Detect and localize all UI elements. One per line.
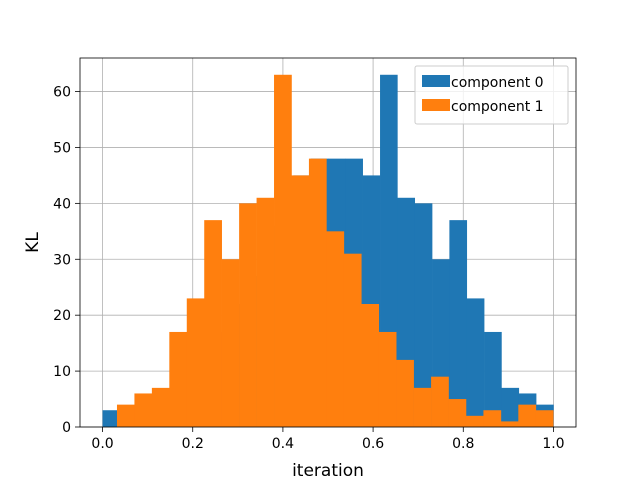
bar-component-1-bin-15 <box>378 331 397 427</box>
bar-component-1-bin-20 <box>465 415 484 427</box>
bar-component-1-bin-3 <box>169 331 188 427</box>
x-tick-label-1: 0.2 <box>182 436 204 452</box>
y-tick-label-0: 0 <box>62 420 71 436</box>
bar-component-1-bin-8 <box>256 197 275 427</box>
bar-component-1-bin-5 <box>204 220 222 427</box>
y-tick-label-4: 40 <box>53 196 71 212</box>
bar-component-1-bin-19 <box>448 399 467 427</box>
legend-label-component-0: component 0 <box>451 75 544 91</box>
x-tick-label-3: 0.6 <box>362 436 384 452</box>
bar-component-1-bin-1 <box>134 393 153 427</box>
bar-component-1-bin-9 <box>274 74 292 427</box>
x-axis-label: iteration <box>292 461 364 480</box>
legend-swatch-component-1 <box>422 99 450 111</box>
bar-component-0-bin-18 <box>414 203 433 427</box>
y-tick-label-2: 20 <box>53 308 71 324</box>
bar-component-1-bin-18 <box>431 376 449 427</box>
bar-component-1-bin-13 <box>343 253 362 427</box>
bar-component-1-bin-6 <box>221 259 240 427</box>
bar-component-1-bin-11 <box>308 158 327 428</box>
bar-component-1-bin-23 <box>518 404 537 427</box>
plot-frame <box>79 57 577 428</box>
bar-component-1-bin-21 <box>483 410 502 427</box>
bar-component-1-bin-17 <box>413 387 432 427</box>
bar-component-1-bin-16 <box>396 359 414 427</box>
bar-component-1-bin-10 <box>291 175 310 427</box>
x-tick-label-4: 0.8 <box>452 436 474 452</box>
legend-swatch-component-0 <box>422 75 450 87</box>
bar-component-0-bin-22 <box>484 331 502 427</box>
bar-component-0-bin-0 <box>102 410 121 427</box>
axis-ticks: 0.0 0.2 0.4 0.6 0.8 1.0 0 10 20 30 40 50 60 <box>53 85 564 452</box>
y-tick-label-6: 60 <box>53 85 71 101</box>
x-tick-label-2: 0.4 <box>272 436 294 452</box>
bar-component-1-bin-12 <box>326 231 345 427</box>
bar-component-1-bin-22 <box>500 421 519 427</box>
bar-component-1-bin-2 <box>151 387 170 427</box>
bar-component-0-bin-20 <box>449 220 468 427</box>
bar-component-0-bin-21 <box>466 298 485 427</box>
y-tick-label-3: 30 <box>53 252 71 268</box>
bar-component-1-bin-4 <box>186 298 205 427</box>
series-component-1-bars <box>116 74 554 428</box>
legend-box <box>414 65 569 125</box>
bar-component-0-bin-23 <box>501 387 520 427</box>
bar-component-1-bin-0 <box>116 404 135 427</box>
y-tick-label-1: 10 <box>53 364 71 380</box>
bar-component-1-bin-7 <box>239 203 257 427</box>
x-tick-label-0: 0.0 <box>91 436 113 452</box>
y-tick-label-5: 50 <box>53 140 71 156</box>
y-axis-label: KL <box>23 232 43 253</box>
legend: component 0 component 1 <box>414 65 569 125</box>
bar-component-1-bin-24 <box>535 410 554 427</box>
legend-label-component-1: component 1 <box>451 99 544 115</box>
x-tick-label-5: 1.0 <box>542 436 564 452</box>
bar-component-1-bin-14 <box>361 304 380 427</box>
